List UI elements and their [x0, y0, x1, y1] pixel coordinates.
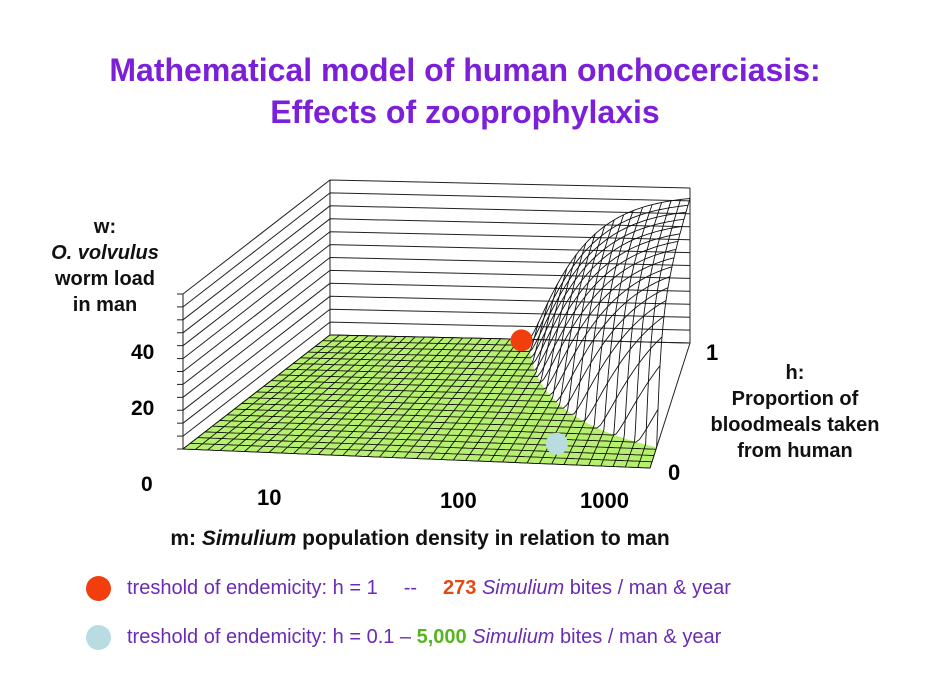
- mesh-line-m: [391, 338, 492, 458]
- y-axis-label: h: Proportion of bloodmeals taken from h…: [690, 360, 900, 464]
- mesh-line-m: [268, 336, 397, 453]
- mesh-line-m: [453, 322, 539, 461]
- legend-row1-number: 273: [443, 576, 477, 599]
- z-tick-20: 20: [131, 397, 154, 420]
- x-axis-label: m: Simulium population density in relati…: [0, 526, 840, 552]
- threshold-marker-red: [510, 329, 533, 352]
- legend-row1-rest: bites / man & year: [564, 576, 731, 599]
- legend-row-red: treshold of endemicity: h = 1 -- 273 Simul…: [86, 576, 731, 601]
- legend-row2-rest: bites / man & year: [554, 625, 722, 648]
- mesh-line-m: [403, 338, 501, 459]
- mesh-line-m: [624, 200, 672, 468]
- mesh-line-m: [428, 338, 520, 460]
- z-tick-0: 0: [141, 473, 153, 496]
- legend-row2-number: 5,000: [416, 625, 467, 648]
- x-label-prefix: m:: [170, 527, 202, 550]
- mesh-line-m: [182, 334, 331, 450]
- mesh-line-m: [342, 337, 454, 456]
- mesh-line-m: [575, 210, 634, 466]
- mesh-line-m: [477, 284, 558, 462]
- surface-mesh: [182, 198, 691, 469]
- x-label-suffix: population density in relation to man: [296, 527, 670, 550]
- h-label-line-2: Proportion of: [731, 388, 859, 410]
- axis-ticks: 40 20 0 10 100 1000 1 0: [131, 340, 718, 513]
- y-tick-0: 0: [668, 460, 680, 485]
- mesh-line-m: [416, 338, 511, 459]
- legend-row2-italic: Simulium: [472, 625, 555, 648]
- mesh-line-m: [379, 338, 482, 458]
- mesh-line-m: [563, 214, 625, 465]
- z-label-line-4: in man: [72, 294, 138, 316]
- x-tick-10: 10: [257, 485, 281, 510]
- mesh-line-m: [465, 302, 549, 461]
- z-axis-label: w: O. volvulus worm load in man: [20, 214, 190, 318]
- z-tick-40: 40: [131, 341, 154, 364]
- x-tick-1000: 1000: [580, 488, 629, 513]
- mesh-line-m: [637, 199, 681, 468]
- mesh-line-m: [366, 337, 473, 457]
- mesh-line-m: [588, 207, 644, 466]
- mesh-line-m: [600, 204, 653, 467]
- title-line-2: Effects of zooprophylaxis: [270, 94, 660, 130]
- legend-dot-blue: [86, 625, 111, 650]
- z-label-line-2: O. volvulus: [51, 242, 159, 264]
- mesh-line-m: [489, 267, 568, 462]
- title-line-1: Mathematical model of human onchocercias…: [109, 52, 821, 88]
- legend-row1-italic: Simulium: [481, 576, 565, 599]
- mesh-line-m: [256, 335, 388, 453]
- y-tick-1: 1: [706, 340, 718, 365]
- h-label-line-4: from human: [737, 440, 853, 462]
- x-label-italic: Simulium: [201, 527, 297, 550]
- mesh-line-m: [317, 336, 435, 455]
- mesh-line-m: [502, 254, 577, 463]
- mesh-line-m: [219, 335, 359, 451]
- mesh-line-m: [612, 202, 663, 467]
- mesh-line-m: [207, 335, 350, 451]
- mesh-line-m: [280, 336, 407, 454]
- legend-row1-dash: --: [403, 576, 418, 599]
- mesh-line-m: [231, 335, 369, 452]
- h-label-line-3: bloodmeals taken: [710, 414, 880, 436]
- legend-row-blue: treshold of endemicity: h = 0.1 – 5,000 …: [86, 625, 721, 650]
- legend-row2-text: treshold of endemicity: h = 0.1 –: [127, 625, 417, 648]
- legend-dot-red: [86, 576, 111, 601]
- x-tick-100: 100: [440, 488, 477, 513]
- mesh-line-m: [330, 337, 445, 456]
- z-label-line-1: w:: [93, 216, 117, 238]
- mesh-line-m: [649, 198, 691, 469]
- threshold-marker-blue: [545, 432, 568, 455]
- mesh-line-m: [354, 337, 463, 457]
- mesh-line-m: [293, 336, 416, 454]
- z-label-line-3: worm load: [54, 268, 155, 290]
- mesh-line-m: [526, 233, 596, 464]
- mesh-line-m: [514, 243, 587, 463]
- legend-row1-text: treshold of endemicity: h = 1: [127, 576, 378, 599]
- mesh-line-m: [305, 336, 426, 455]
- mesh-line-m: [440, 339, 530, 460]
- mesh-line-m: [195, 334, 340, 450]
- h-label-line-1: h:: [785, 362, 805, 384]
- mesh-line-m: [244, 335, 378, 452]
